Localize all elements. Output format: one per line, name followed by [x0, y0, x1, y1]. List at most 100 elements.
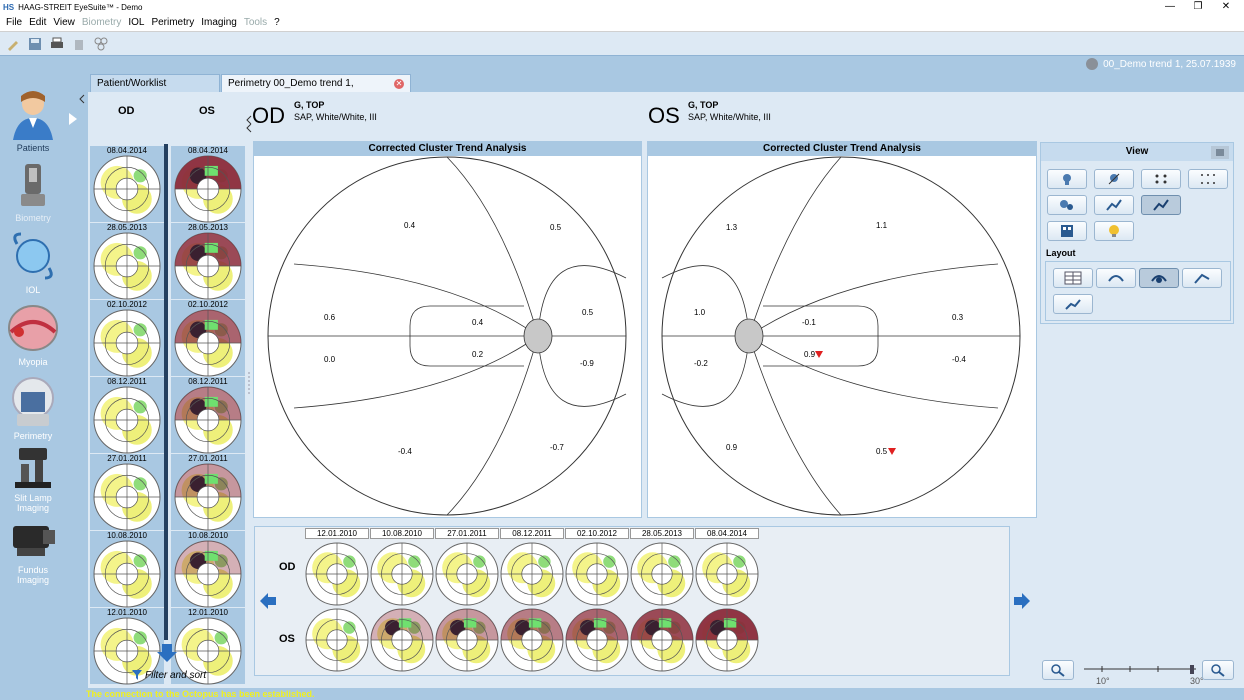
tab-perimetry[interactable]: Perimetry 00_Demo trend 1, 25.07.1939✕ — [221, 74, 411, 107]
sidebar-item-slit-lamp[interactable]: Slit Lamp Imaging — [4, 444, 62, 513]
visual-field-thumbnail — [93, 617, 161, 685]
zoom-slider[interactable] — [1082, 665, 1198, 677]
menu-edit[interactable]: Edit — [29, 17, 47, 28]
series-os-label: OS — [279, 633, 295, 645]
os-plot-title: Corrected Cluster Trend Analysis — [648, 142, 1036, 156]
zoom-in-button[interactable] — [1042, 660, 1074, 680]
menu-file[interactable]: File — [6, 17, 23, 28]
series-exam-column[interactable]: 08.12.2011 — [500, 528, 564, 672]
menu-biometry[interactable]: Biometry — [81, 17, 122, 28]
layout-single-button[interactable] — [1096, 268, 1136, 288]
history-od-exam[interactable]: 10.08.2010 — [90, 531, 164, 608]
collapse-arrows-icon[interactable] — [246, 114, 252, 134]
close-button[interactable]: ✕ — [1221, 1, 1231, 12]
layout-chart-button[interactable] — [1053, 294, 1093, 314]
series-prev-arrow-icon[interactable] — [258, 591, 278, 611]
od-cluster-value: 0.5 — [582, 308, 594, 317]
history-os-exam[interactable]: 28.05.2013 — [171, 223, 245, 300]
layout-trend-button[interactable] — [1182, 268, 1222, 288]
series-date: 10.08.2010 — [370, 528, 434, 539]
series-exam-column[interactable]: 10.08.2010 — [370, 528, 434, 672]
print-icon[interactable] — [48, 35, 66, 53]
view-info-button[interactable] — [1094, 221, 1134, 241]
menu-bar: File Edit View Biometry IOL Perimetry Im… — [0, 14, 1244, 32]
layout-double-button[interactable] — [1139, 268, 1179, 288]
sidebar-expand-arrow-icon[interactable] — [68, 112, 78, 126]
table-icon — [1061, 225, 1073, 237]
layout-list-button[interactable] — [1053, 268, 1093, 288]
series-exam-column[interactable]: 28.05.2013 — [630, 528, 694, 672]
series-exam-column[interactable]: 12.01.2010 — [305, 528, 369, 672]
history-od-exam[interactable]: 08.12.2011 — [90, 377, 164, 454]
series-exam-column[interactable]: 02.10.2012 — [565, 528, 629, 672]
history-od-exam[interactable]: 28.05.2013 — [90, 223, 164, 300]
od-eye-label: OD — [252, 103, 285, 128]
main-area: OD OS 08.04.2014 28.05.2013 02.10.2012 08.1… — [88, 92, 1244, 688]
title-bar: HS HAAG-STREIT EyeSuite™ - Demo — ❐ ✕ — [0, 0, 1244, 14]
sidebar-item-biometry[interactable]: Biometry — [4, 160, 62, 223]
minimize-button[interactable]: — — [1165, 1, 1175, 12]
scroll-down-arrow-icon[interactable] — [156, 642, 178, 664]
sidebar-item-fundus[interactable]: Fundus Imaging — [4, 516, 62, 585]
filter-icon — [132, 670, 142, 680]
menu-view[interactable]: View — [53, 17, 75, 28]
os-cluster-value: 0.5 — [876, 447, 888, 456]
sidebar-item-iol[interactable]: IOL — [4, 230, 62, 295]
eye-values-icon — [1063, 174, 1071, 185]
os-cluster-plot: Corrected Cluster Trend Analysis 1.3 1.1… — [647, 141, 1037, 518]
view-trend-button[interactable] — [1094, 195, 1134, 215]
visual-field-thumbnail — [174, 617, 242, 685]
close-tab-icon[interactable]: ✕ — [394, 79, 404, 89]
menu-tools[interactable]: Tools — [243, 17, 268, 28]
menu-help[interactable]: ? — [274, 17, 280, 28]
history-os-header: OS — [199, 105, 215, 117]
sidebar-item-myopia[interactable]: Myopia — [4, 302, 62, 367]
series-date: 08.04.2014 — [695, 528, 759, 539]
history-os-exam[interactable]: 10.08.2010 — [171, 531, 245, 608]
exam-date: 08.12.2011 — [107, 377, 147, 386]
view-cluster-trend-button[interactable] — [1141, 195, 1181, 215]
history-od-exam[interactable]: 08.04.2014 — [90, 146, 164, 223]
view-cluster-button[interactable] — [1047, 195, 1087, 215]
exam-date: 08.04.2014 — [187, 146, 229, 155]
history-od-exam[interactable]: 12.01.2010 — [90, 608, 164, 685]
view-points-button[interactable] — [1188, 169, 1228, 189]
menu-perimetry[interactable]: Perimetry — [151, 17, 195, 28]
zoom-out-button[interactable] — [1202, 660, 1234, 680]
series-exam-column[interactable]: 27.01.2011 — [435, 528, 499, 672]
collapse-handle-icon[interactable] — [79, 94, 85, 104]
history-os-exam[interactable]: 02.10.2012 — [171, 300, 245, 377]
series-exam-column[interactable]: 08.04.2014 — [695, 528, 759, 672]
visual-field-thumbnail — [630, 542, 694, 606]
menu-imaging[interactable]: Imaging — [201, 17, 237, 28]
series-next-arrow-icon[interactable] — [1012, 591, 1032, 611]
menu-iol[interactable]: IOL — [128, 17, 145, 28]
view-comparison-button[interactable] — [1094, 169, 1134, 189]
view-grid-button[interactable] — [1141, 169, 1181, 189]
od-cluster-value: 0.6 — [324, 313, 336, 322]
edit-icon[interactable] — [4, 35, 22, 53]
cluster-icon — [1060, 200, 1073, 210]
history-od-header: OD — [118, 105, 135, 117]
view-table-button[interactable] — [1047, 221, 1087, 241]
tab-worklist[interactable]: Patient/Worklist management — [90, 74, 220, 107]
panel-options-icon[interactable] — [1211, 146, 1229, 159]
delete-icon[interactable] — [70, 35, 88, 53]
history-os-exam[interactable]: 12.01.2010 — [171, 608, 245, 685]
sidebar-item-patients[interactable]: Patients — [4, 88, 62, 153]
panel-splitter-icon[interactable] — [246, 372, 252, 396]
history-os-exam[interactable]: 27.01.2011 — [171, 454, 245, 531]
filter-sort-link[interactable]: Filter and sort — [145, 670, 207, 681]
fundus-icon — [13, 526, 55, 556]
view-values-button[interactable] — [1047, 169, 1087, 189]
history-divider — [164, 144, 168, 640]
history-od-exam[interactable]: 02.10.2012 — [90, 300, 164, 377]
history-od-exam[interactable]: 27.01.2011 — [90, 454, 164, 531]
save-icon[interactable] — [26, 35, 44, 53]
sidebar-item-perimetry[interactable]: Perimetry — [4, 374, 62, 441]
patients-icon — [13, 91, 53, 140]
network-icon[interactable] — [92, 35, 110, 53]
history-os-exam[interactable]: 08.04.2014 — [171, 146, 245, 223]
history-os-exam[interactable]: 08.12.2011 — [171, 377, 245, 454]
maximize-button[interactable]: ❐ — [1193, 1, 1203, 12]
